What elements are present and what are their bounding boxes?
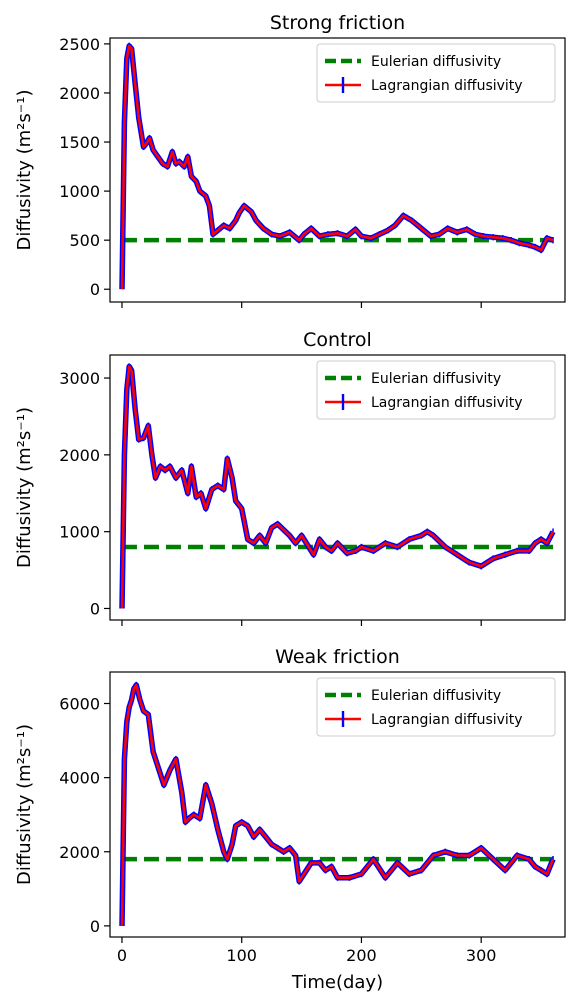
plot-area	[119, 681, 556, 926]
lagrangian-line	[120, 44, 554, 290]
x-tick-label: 300	[466, 946, 497, 965]
y-tick-label: 1000	[59, 182, 100, 201]
chart-title: Weak friction	[275, 646, 400, 668]
axes-frame	[109, 671, 566, 938]
y-tick-label: 2000	[59, 446, 100, 465]
legend-lagrangian-label: Lagrangian diffusivity	[371, 712, 523, 728]
legend: Eulerian diffusivity Lagrangian diffusivi…	[316, 43, 556, 103]
y-axis-label: Diffusivity (m²s⁻¹)	[14, 724, 35, 885]
chart-panel-2: Control 0 1000 2000 3000 Diffusivity (m²s⁻¹) E…	[14, 329, 566, 626]
x-tick-label: 0	[117, 946, 127, 965]
legend-eulerian-label: Eulerian diffusivity	[371, 54, 501, 70]
legend-box	[316, 677, 556, 737]
axes-frame	[109, 37, 566, 303]
y-tick-label: 500	[69, 231, 100, 250]
legend-lagrangian-label: Lagrangian diffusivity	[371, 78, 523, 94]
y-tick-label: 0	[90, 280, 100, 299]
legend: Eulerian diffusivity Lagrangian diffusivi…	[316, 677, 556, 737]
lagrangian-line	[120, 683, 555, 926]
legend-eulerian-label: Eulerian diffusivity	[371, 371, 501, 387]
chart-title: Strong friction	[270, 12, 405, 34]
y-tick-label: 2000	[59, 843, 100, 862]
legend: Eulerian diffusivity Lagrangian diffusivi…	[316, 360, 556, 420]
plot-area	[119, 42, 554, 290]
plot-area	[119, 363, 556, 609]
y-tick-label: 3000	[59, 369, 100, 388]
y-axis-label: Diffusivity (m²s⁻¹)	[14, 407, 35, 568]
legend-lagrangian-label: Lagrangian diffusivity	[371, 395, 523, 411]
x-axis-label: Time(day)	[291, 972, 383, 993]
axes-frame	[109, 354, 566, 621]
y-tick-label: 1500	[59, 133, 100, 152]
y-tick-label: 0	[90, 599, 100, 618]
chart-panel-3: Weak friction 0 2000 4000 6000 0 100 200 300 Diff…	[14, 646, 566, 993]
y-tick-label: 4000	[59, 769, 100, 788]
chart-panel-1: Strong friction 0 500 1000 1500 2000 2500 Diffu…	[14, 12, 566, 308]
chart-title: Control	[303, 329, 372, 351]
y-tick-label: 1000	[59, 523, 100, 542]
legend-box	[316, 43, 556, 103]
x-tick-label: 200	[346, 946, 377, 965]
y-axis-label: Diffusivity (m²s⁻¹)	[14, 89, 35, 250]
y-tick-label: 0	[90, 917, 100, 936]
y-tick-label: 2000	[59, 84, 100, 103]
x-tick-label: 100	[226, 946, 257, 965]
legend-box	[316, 360, 556, 420]
legend-eulerian-label: Eulerian diffusivity	[371, 688, 501, 704]
y-tick-label: 6000	[59, 695, 100, 714]
y-tick-label: 2500	[59, 35, 100, 54]
lagrangian-line	[120, 365, 555, 609]
